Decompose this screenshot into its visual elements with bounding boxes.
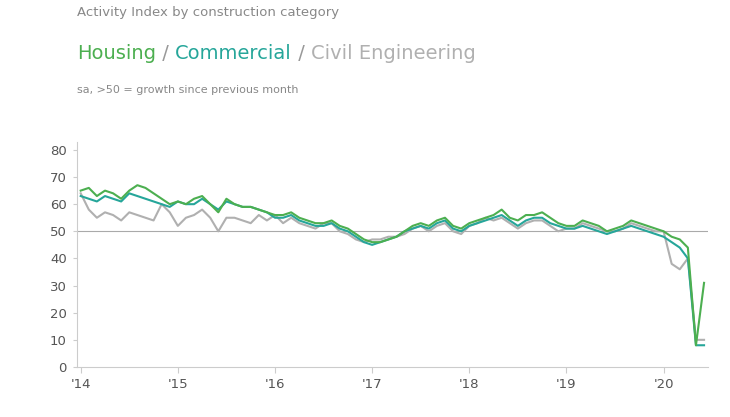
Text: /: /: [291, 44, 311, 63]
Text: Housing: Housing: [77, 44, 155, 63]
Text: Civil Engineering: Civil Engineering: [311, 44, 475, 63]
Text: /: /: [155, 44, 174, 63]
Text: sa, >50 = growth since previous month: sa, >50 = growth since previous month: [77, 85, 298, 95]
Text: Activity Index by construction category: Activity Index by construction category: [77, 6, 339, 19]
Text: Commercial: Commercial: [174, 44, 291, 63]
